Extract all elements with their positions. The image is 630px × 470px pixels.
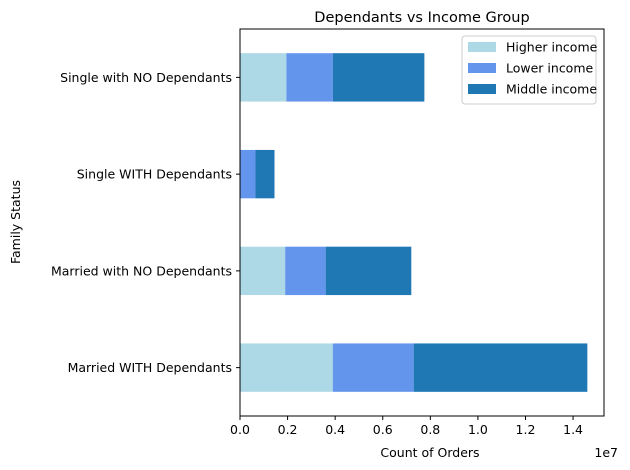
legend-swatch [468, 84, 496, 94]
y-tick-label: Married WITH Dependants [68, 360, 232, 375]
bar-segment [332, 343, 414, 392]
x-tick-label: 0.0 [230, 422, 250, 437]
legend-label: Middle income [506, 82, 597, 97]
x-tick-label: 0.2 [278, 422, 298, 437]
x-offset-label: 1e7 [594, 445, 618, 460]
y-axis: Married WITH Dependants Married with NO D… [51, 70, 240, 375]
x-tick-label: 0.6 [373, 422, 393, 437]
chart-title: Dependants vs Income Group [314, 10, 529, 26]
bar-segment [286, 53, 333, 102]
y-axis-label: Family Status [8, 180, 23, 264]
plot-frame [239, 28, 605, 417]
bar-segment [413, 343, 588, 392]
bar-segment [325, 246, 412, 296]
bar-segment [240, 53, 287, 102]
bar-segment [240, 149, 256, 199]
x-tick-label: 1.4 [563, 422, 583, 437]
x-tick-label: 1.0 [468, 422, 488, 437]
x-axis-label: Count of Orders [380, 445, 479, 460]
legend: Higher income Lower income Middle income [461, 35, 598, 105]
y-tick-label: Single WITH Dependants [77, 167, 232, 182]
y-tick-label: Married with NO Dependants [51, 263, 232, 278]
x-axis: 0.0 0.2 0.4 0.6 0.8 1.0 1.2 1.4 [230, 416, 583, 437]
legend-swatch [468, 42, 496, 52]
legend-label: Lower income [506, 61, 594, 76]
legend-label: Higher income [506, 40, 598, 55]
x-tick-label: 1.2 [516, 422, 536, 437]
legend-swatch [468, 63, 496, 73]
y-tick-label: Single with NO Dependants [60, 70, 232, 85]
x-tick-label: 0.4 [325, 422, 345, 437]
bar-segment [255, 149, 275, 199]
bar-segment [332, 53, 425, 102]
x-tick-label: 0.8 [420, 422, 440, 437]
bars-layer [240, 53, 588, 392]
bar-segment [240, 343, 333, 392]
bar-segment [285, 246, 326, 296]
bar-segment [240, 246, 286, 296]
